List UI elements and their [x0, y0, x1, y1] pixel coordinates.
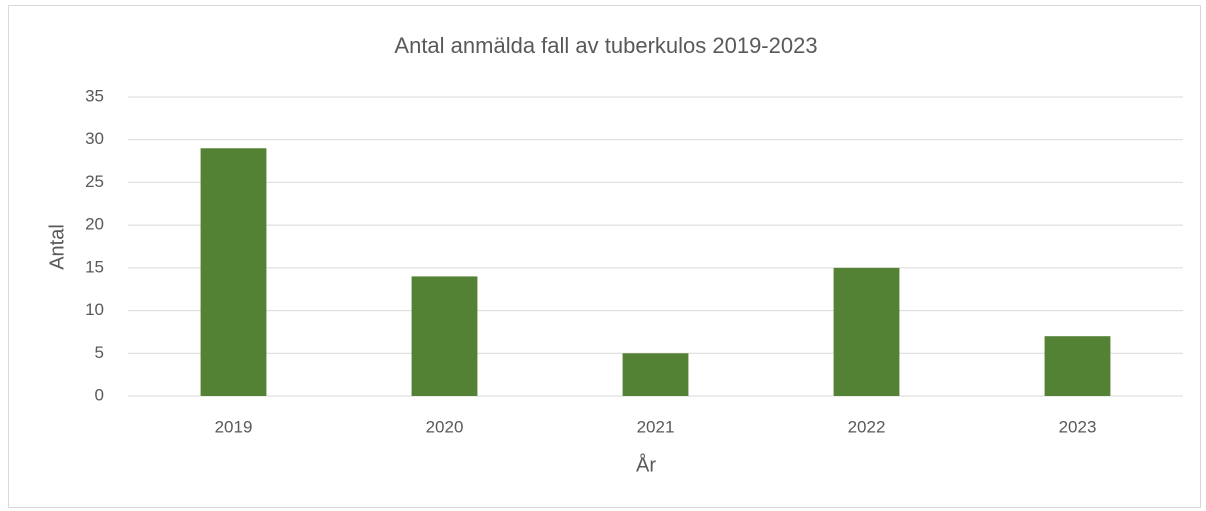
x-axis-label: År: [636, 453, 656, 476]
y-tick-label: 25: [85, 172, 104, 191]
x-tick-label: 2023: [1059, 417, 1097, 436]
bar: [1044, 336, 1111, 396]
y-axis-label: Antal: [46, 224, 68, 270]
bar: [411, 276, 478, 396]
bar: [200, 148, 267, 396]
bar: [622, 353, 689, 396]
x-tick-label: 2021: [637, 417, 675, 436]
y-tick-label: 5: [95, 343, 104, 362]
y-tick-label: 30: [85, 129, 104, 148]
x-tick-label: 2020: [426, 417, 464, 436]
y-tick-label: 20: [85, 215, 104, 234]
chart-title: Antal anmälda fall av tuberkulos 2019-20…: [394, 33, 817, 58]
x-tick-label: 2019: [215, 417, 253, 436]
y-tick-label: 10: [85, 300, 104, 319]
x-tick-label: 2022: [848, 417, 886, 436]
chart-frame: [8, 5, 1201, 508]
y-tick-label: 35: [85, 86, 104, 105]
y-tick-label: 0: [95, 385, 104, 404]
y-tick-label: 15: [85, 257, 104, 276]
bar: [833, 267, 900, 396]
